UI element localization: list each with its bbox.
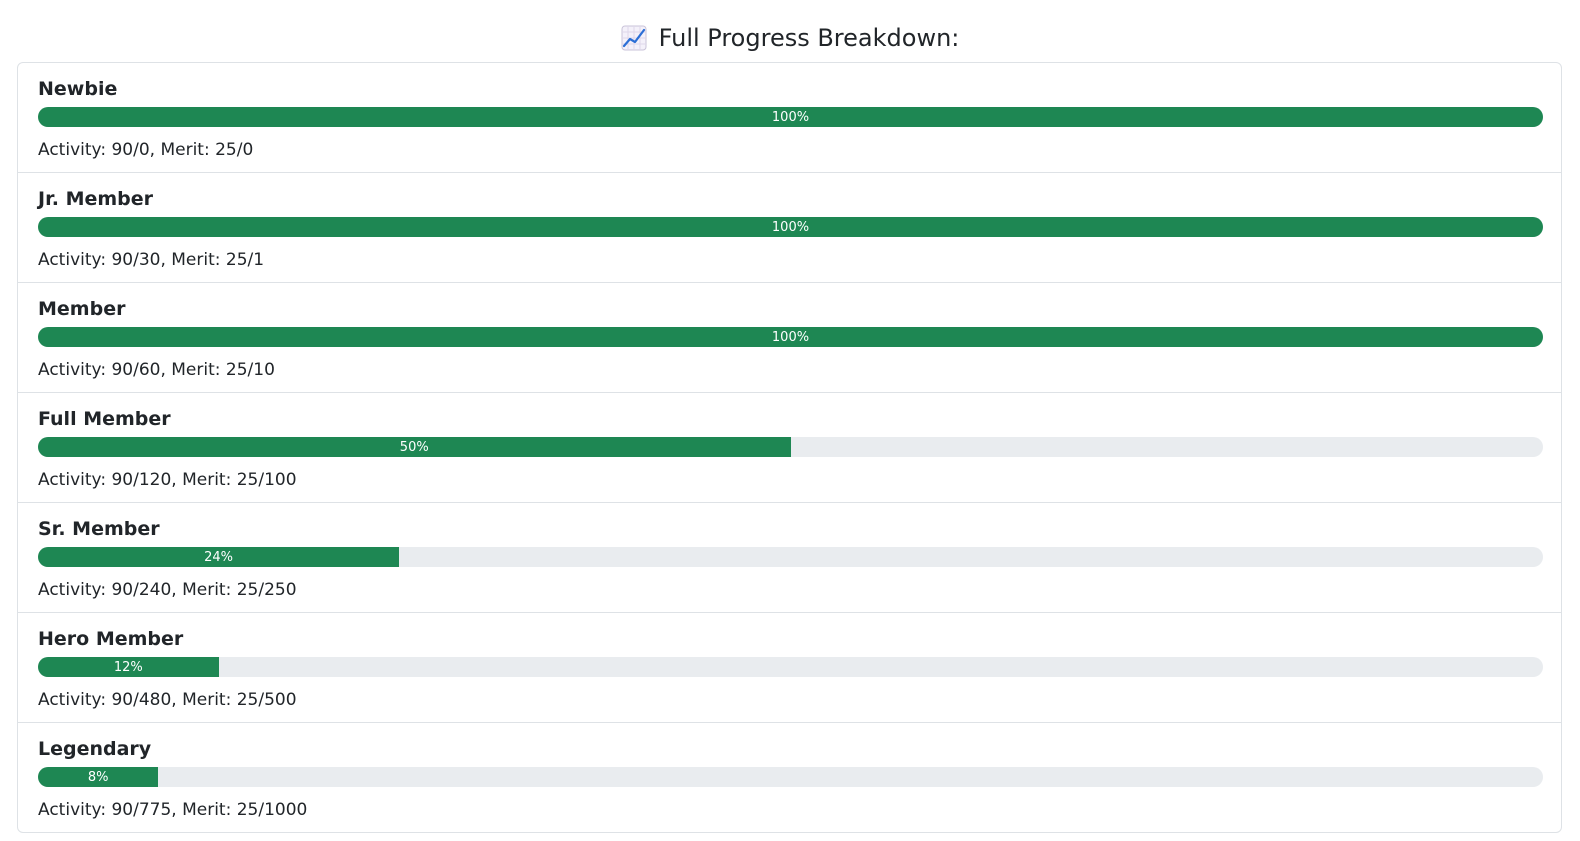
rank-item: Legendary 8% Activity: 90/775, Merit: 25… <box>18 723 1561 832</box>
rank-stats: Activity: 90/120, Merit: 25/100 <box>38 470 297 490</box>
progress-label: 12% <box>113 659 143 675</box>
rank-stats: Activity: 90/60, Merit: 25/10 <box>38 360 275 380</box>
rank-stats: Activity: 90/775, Merit: 25/1000 <box>38 800 308 820</box>
rank-name: Sr. Member <box>38 518 160 540</box>
progress-fill: 100% <box>38 217 1543 237</box>
progress-label: 8% <box>87 769 109 785</box>
progress-fill: 100% <box>38 107 1543 127</box>
rank-item: Newbie 100% Activity: 90/0, Merit: 25/0 <box>18 63 1561 173</box>
progress-fill: 8% <box>38 767 159 787</box>
progress-bar: 100% <box>38 217 1543 237</box>
progress-label: 100% <box>771 329 810 345</box>
progress-fill: 24% <box>38 547 400 567</box>
chart-increasing-icon <box>621 25 647 51</box>
rank-stats: Activity: 90/480, Merit: 25/500 <box>38 690 297 710</box>
rank-name: Newbie <box>38 78 118 100</box>
rank-name: Jr. Member <box>38 188 154 210</box>
progress-label: 100% <box>771 109 810 125</box>
progress-bar: 8% <box>38 767 1543 787</box>
progress-fill: 50% <box>38 437 791 457</box>
rank-stats: Activity: 90/30, Merit: 25/1 <box>38 250 265 270</box>
rank-name: Full Member <box>38 408 171 430</box>
progress-bar: 50% <box>38 437 1543 457</box>
rank-stats: Activity: 90/240, Merit: 25/250 <box>38 580 297 600</box>
rank-name: Hero Member <box>38 628 184 650</box>
rank-name: Member <box>38 298 126 320</box>
page-title: Full Progress Breakdown: <box>0 20 1580 56</box>
rank-item: Sr. Member 24% Activity: 90/240, Merit: … <box>18 503 1561 613</box>
progress-bar: 24% <box>38 547 1543 567</box>
rank-item: Hero Member 12% Activity: 90/480, Merit:… <box>18 613 1561 723</box>
page-title-text: Full Progress Breakdown: <box>658 24 960 52</box>
rank-item: Full Member 50% Activity: 90/120, Merit:… <box>18 393 1561 503</box>
progress-bar: 12% <box>38 657 1543 677</box>
progress-label: 50% <box>399 439 429 455</box>
progress-fill: 100% <box>38 327 1543 347</box>
progress-fill: 12% <box>38 657 219 677</box>
rank-name: Legendary <box>38 738 152 760</box>
progress-bar: 100% <box>38 327 1543 347</box>
rank-item: Member 100% Activity: 90/60, Merit: 25/1… <box>18 283 1561 393</box>
rank-list: Newbie 100% Activity: 90/0, Merit: 25/0 … <box>17 62 1562 833</box>
progress-label: 100% <box>771 219 810 235</box>
progress-bar: 100% <box>38 107 1543 127</box>
rank-stats: Activity: 90/0, Merit: 25/0 <box>38 140 254 160</box>
rank-item: Jr. Member 100% Activity: 90/30, Merit: … <box>18 173 1561 283</box>
progress-label: 24% <box>204 549 234 565</box>
